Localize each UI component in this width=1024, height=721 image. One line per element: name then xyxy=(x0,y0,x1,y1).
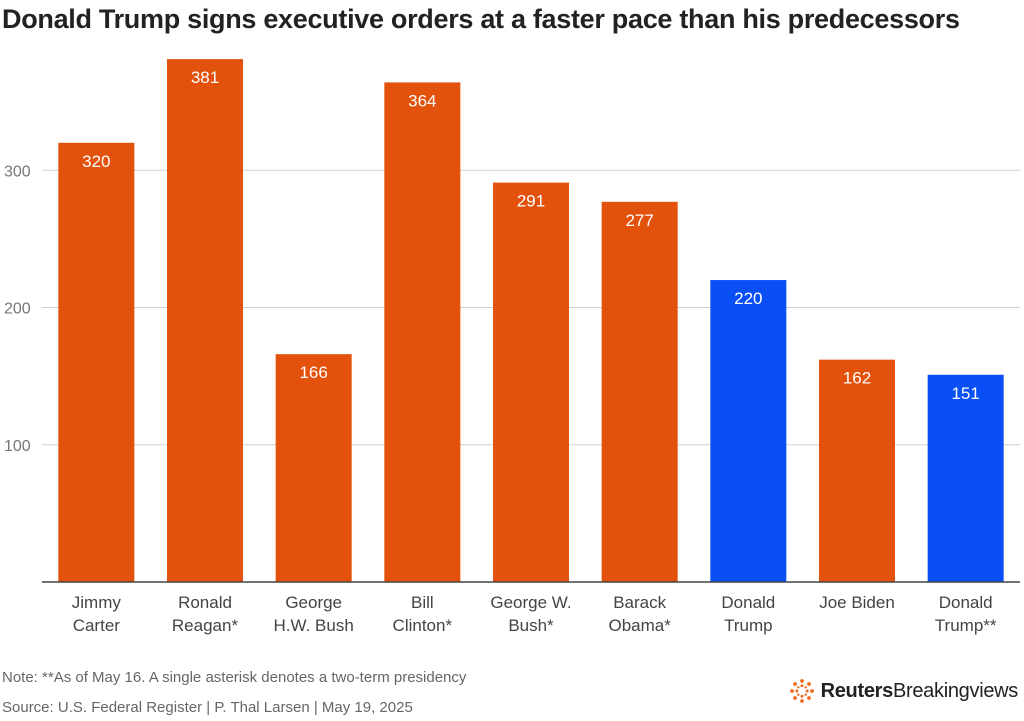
bar xyxy=(927,374,1004,582)
bar-chart: 100 200 300 320 Jimmy Carter 381 Ronald Reagan* 1… xyxy=(4,59,1020,635)
x-tick-label: George W. xyxy=(490,593,571,612)
x-tick-label: Bush* xyxy=(508,616,554,635)
y-tick-label: 300 xyxy=(4,163,31,180)
bar xyxy=(275,354,352,582)
chart-title: Donald Trump signs executive orders at a… xyxy=(2,4,960,34)
x-tick-label: Reagan* xyxy=(172,616,239,635)
bar-value-label: 166 xyxy=(299,363,327,382)
x-tick-label: Barack xyxy=(613,593,666,612)
y-tick-label: 200 xyxy=(4,301,31,318)
bar xyxy=(493,182,569,583)
bar-value-label: 277 xyxy=(625,211,653,230)
x-tick-label: Jimmy xyxy=(72,593,122,612)
x-tick-label: Donald xyxy=(939,593,993,612)
x-tick-label: Obama* xyxy=(608,616,671,635)
bar-value-label: 381 xyxy=(191,68,219,87)
bar-value-label: 151 xyxy=(951,384,979,403)
bar-value-label: 320 xyxy=(82,152,110,171)
x-tick-label: Carter xyxy=(73,616,121,635)
reuters-logo: Reuters Breakingviews xyxy=(789,678,1018,704)
bar-value-label: 220 xyxy=(734,289,762,308)
bar xyxy=(819,359,895,582)
bar xyxy=(58,142,135,583)
x-tick-label: Trump xyxy=(724,616,773,635)
x-tick-label: Trump** xyxy=(935,616,997,635)
bar xyxy=(167,59,243,582)
bar xyxy=(384,82,461,582)
chart-note: Note: **As of May 16. A single asterisk … xyxy=(2,669,467,686)
reuters-dots-icon xyxy=(789,679,814,703)
chart-source: Source: U.S. Federal Register | P. Thal … xyxy=(2,699,413,716)
logo-brand-text: Reuters xyxy=(820,679,894,702)
bar-value-label: 162 xyxy=(843,369,871,388)
x-tick-label: George xyxy=(285,593,342,612)
bar xyxy=(601,201,678,582)
x-tick-label: Donald xyxy=(721,593,775,612)
bar-value-label: 291 xyxy=(517,192,545,211)
y-tick-label: 100 xyxy=(4,438,31,455)
bar xyxy=(710,280,787,582)
logo-sub-text: Breakingviews xyxy=(892,679,1018,702)
x-tick-label: Clinton* xyxy=(393,616,453,635)
x-tick-label: H.W. Bush xyxy=(274,616,354,635)
x-tick-label: Ronald xyxy=(178,593,232,612)
x-tick-label: Bill xyxy=(411,593,434,612)
x-tick-label: Joe Biden xyxy=(819,593,895,612)
bar-value-label: 364 xyxy=(408,91,436,110)
